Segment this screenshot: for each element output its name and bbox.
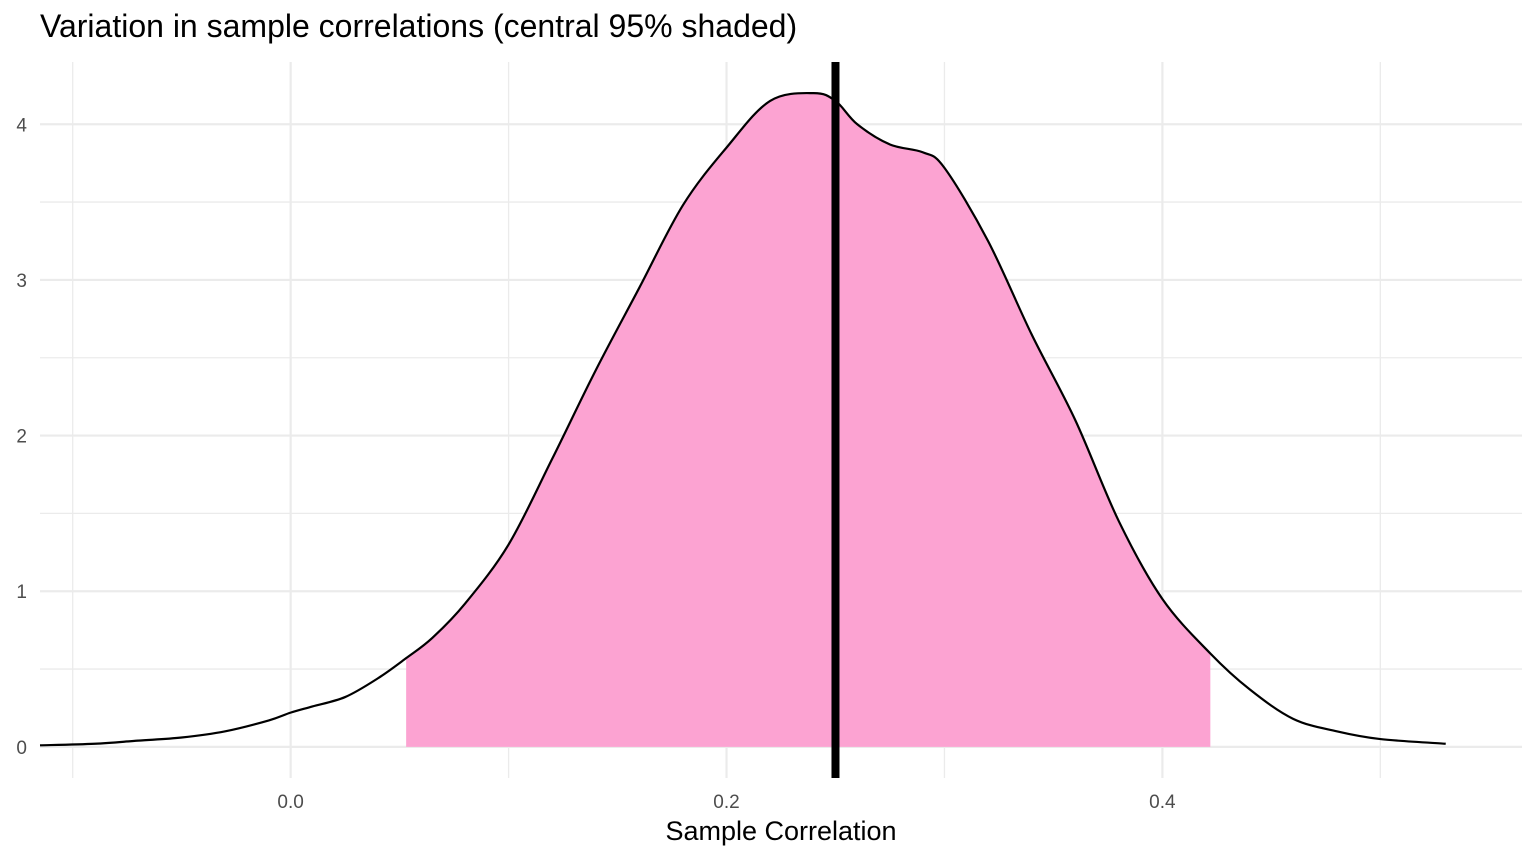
chart-title: Variation in sample correlations (centra… — [40, 8, 798, 44]
y-tick-label: 2 — [16, 427, 27, 448]
y-tick-label: 3 — [16, 271, 27, 292]
x-tick-label: 0.4 — [1149, 792, 1176, 813]
x-axis-label: Sample Correlation — [665, 816, 897, 846]
x-tick-label: 0.2 — [713, 792, 739, 813]
x-axis-ticks: 0.0 0.2 0.4 — [277, 792, 1176, 813]
y-axis-ticks: 0 1 2 3 4 — [16, 115, 27, 759]
y-tick-label: 4 — [16, 115, 27, 136]
y-tick-label: 0 — [16, 738, 27, 759]
central-95-shaded-area — [406, 93, 1211, 747]
y-tick-label: 1 — [16, 582, 27, 603]
x-tick-label: 0.0 — [277, 792, 303, 813]
density-curve — [39, 91, 1446, 747]
